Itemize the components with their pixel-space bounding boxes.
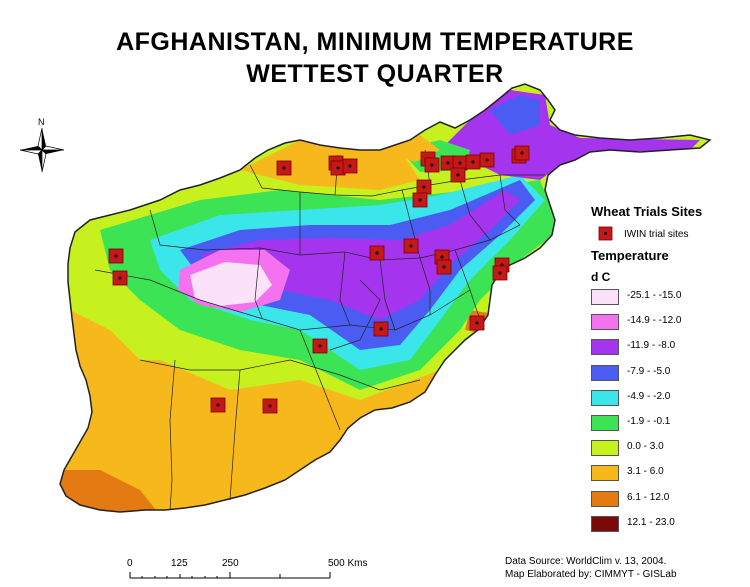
legend-sites-heading: Wheat Trials Sites — [591, 204, 703, 219]
legend-site-label: IWIN trial sites — [624, 229, 689, 240]
legend-range-label: 3.1 - 6.0 — [627, 466, 664, 478]
legend-unit-label: d C — [591, 270, 611, 284]
trial-sites-layer — [108, 145, 530, 414]
legend-class-row: 6.1 - 12.0 — [591, 490, 741, 508]
trial-site-marker — [373, 321, 389, 337]
map-title-line2: WETTEST QUARTER — [246, 60, 504, 88]
trial-site-marker — [469, 315, 485, 331]
scale-tick-label: 500 Kms — [328, 558, 368, 569]
legend-range-label: -4.9 - -2.0 — [627, 390, 671, 402]
legend-range-label: -25.1 - -15.0 — [627, 290, 682, 301]
province-boundaries — [94, 149, 545, 511]
trial-site-marker — [342, 158, 358, 174]
legend-color-swatch — [591, 515, 619, 532]
legend-class-row: -4.9 - -2.0 — [591, 389, 741, 407]
legend-class-row: -7.9 - -5.0 — [591, 364, 741, 382]
legend-range-label: 0.0 - 3.0 — [627, 441, 664, 453]
legend-color-swatch — [591, 415, 619, 431]
trial-site-marker — [492, 265, 508, 281]
trial-site-marker — [416, 179, 432, 195]
trial-site-marker — [465, 154, 481, 170]
legend-class-row: -1.9 - -0.1 — [591, 415, 741, 432]
trial-site-marker — [108, 248, 124, 264]
legend-class-row: -25.1 - -15.0 — [591, 289, 741, 306]
legend-color-swatch — [591, 364, 619, 381]
legend-color-swatch — [591, 440, 619, 457]
trial-site-marker — [514, 145, 530, 161]
legend-class-row: -11.9 - -8.0 — [591, 339, 741, 356]
scale-tick-label: 250 — [222, 558, 239, 569]
legend-range-label: -7.9 - -5.0 — [627, 365, 671, 377]
trial-site-marker — [479, 152, 495, 168]
trial-site-marker — [369, 245, 385, 261]
legend-site-marker-icon — [598, 226, 613, 241]
legend-color-swatch — [591, 314, 619, 331]
legend-class-row: -14.9 - -12.0 — [591, 314, 741, 331]
legend-range-label: -11.9 - -8.0 — [627, 340, 676, 352]
legend-temperature-heading: Temperature — [591, 248, 669, 263]
trial-site-marker — [276, 160, 292, 176]
legend-range-label: -14.9 - -12.0 — [627, 315, 682, 327]
legend-color-swatch — [591, 339, 619, 356]
data-source-text: Data Source: WorldClim v. 13, 2004. — [505, 556, 667, 567]
trial-site-marker — [262, 398, 278, 414]
scale-tick-label: 0 — [127, 558, 133, 569]
trial-site-marker — [424, 157, 440, 173]
legend-color-swatch — [591, 389, 619, 406]
trial-site-marker — [312, 338, 328, 354]
trial-site-marker — [403, 238, 419, 254]
trial-site-marker — [112, 270, 128, 286]
legend-range-label: 6.1 - 12.0 — [627, 491, 670, 503]
legend-class-row: 12.1 - 23.0 — [591, 515, 741, 533]
legend-class-row: 0.0 - 3.0 — [591, 440, 741, 457]
trial-site-marker — [412, 192, 428, 208]
scale-bar — [129, 572, 331, 579]
elaborated-by-text: Map Elaborated by: CIMMYT - GISLab — [505, 569, 677, 580]
legend-class-row: 3.1 - 6.0 — [591, 465, 741, 482]
trial-site-marker — [436, 259, 452, 275]
legend-color-swatch — [591, 289, 619, 305]
trial-site-marker — [450, 167, 466, 183]
north-label: N — [38, 117, 45, 127]
trial-site-marker — [210, 397, 226, 413]
legend-range-label: -1.9 - -0.1 — [627, 416, 671, 427]
legend-range-label: 12.1 - 23.0 — [627, 516, 675, 528]
map-title-line1: AFGHANISTAN, MINIMUM TEMPERATURE — [116, 28, 634, 56]
legend-color-swatch — [591, 490, 619, 507]
scale-tick-label: 125 — [171, 558, 188, 569]
legend-color-swatch — [591, 465, 619, 482]
north-arrow — [19, 127, 65, 173]
